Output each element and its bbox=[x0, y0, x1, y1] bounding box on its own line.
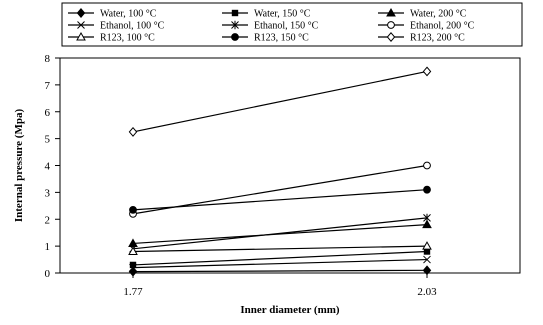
data-point bbox=[423, 255, 431, 264]
y-tick-label: 4 bbox=[45, 161, 51, 173]
series-line bbox=[132, 164, 428, 215]
series-water-200-c bbox=[128, 219, 432, 247]
y-tick-label: 3 bbox=[45, 187, 51, 199]
legend-marker bbox=[76, 8, 86, 18]
data-point bbox=[128, 266, 138, 277]
legend-item: R123, 200 °C bbox=[378, 32, 465, 44]
series-line bbox=[132, 224, 428, 245]
data-point bbox=[423, 161, 431, 170]
x-tick-label: 1.77 bbox=[123, 286, 143, 298]
series-ethanol-200-c bbox=[129, 161, 431, 218]
legend-label: Water, 100 °C bbox=[100, 9, 157, 20]
series-line bbox=[132, 70, 428, 133]
y-tick-label: 7 bbox=[45, 80, 51, 92]
legend-label: Ethanol, 200 °C bbox=[410, 21, 475, 32]
series-r123-200-c bbox=[128, 66, 432, 137]
legend-box bbox=[61, 2, 523, 47]
data-point bbox=[423, 213, 431, 223]
legend-item: Ethanol, 200 °C bbox=[378, 21, 475, 32]
series-line bbox=[132, 245, 428, 253]
legend-marker bbox=[386, 7, 396, 17]
legend-label: R123, 100 °C bbox=[100, 33, 155, 44]
data-point bbox=[128, 246, 138, 255]
legend-item: R123, 150 °C bbox=[222, 33, 309, 44]
legend-item: Water, 150 °C bbox=[222, 9, 311, 20]
series-line bbox=[132, 189, 428, 211]
y-tick-label: 2 bbox=[45, 214, 51, 226]
series-water-100-c bbox=[128, 265, 432, 277]
y-tick-label: 1 bbox=[45, 241, 51, 253]
data-point bbox=[129, 263, 137, 272]
plot-frame bbox=[59, 57, 521, 274]
y-tick-label: 0 bbox=[45, 268, 51, 280]
series-ethanol-100-c bbox=[129, 255, 431, 272]
series-water-150-c bbox=[129, 248, 431, 269]
legend-label: Ethanol, 100 °C bbox=[100, 21, 165, 32]
legend-label: Ethanol, 150 °C bbox=[254, 21, 319, 32]
legend-marker bbox=[387, 21, 395, 29]
legend-label: R123, 200 °C bbox=[410, 33, 465, 44]
legend-item: Ethanol, 100 °C bbox=[68, 21, 165, 32]
series-line bbox=[132, 269, 428, 273]
data-point bbox=[129, 205, 137, 214]
legend-item: R123, 100 °C bbox=[68, 31, 155, 44]
x-axis-title: Inner diameter (mm) bbox=[240, 304, 340, 316]
data-point bbox=[423, 185, 431, 194]
legend-marker bbox=[231, 20, 239, 30]
y-axis-title: Internal pressure (Mpa) bbox=[13, 109, 25, 223]
legend-marker bbox=[77, 21, 85, 29]
series-line bbox=[132, 250, 428, 266]
data-point bbox=[422, 265, 432, 276]
legend-marker bbox=[386, 32, 396, 42]
data-point bbox=[129, 261, 137, 269]
axes: 0 1 2 3 4 5 6 7 8 1.77 2.03 bbox=[45, 53, 521, 298]
legend-marker bbox=[231, 9, 239, 17]
legend-label: Water, 200 °C bbox=[410, 9, 467, 20]
legend-marker bbox=[231, 33, 239, 41]
series-r123-100-c bbox=[128, 241, 432, 255]
data-point bbox=[423, 248, 431, 255]
legend-item: Water, 200 °C bbox=[378, 7, 467, 20]
series-r123-150-c bbox=[129, 185, 431, 214]
y-tick-label: 6 bbox=[45, 107, 51, 119]
series-line bbox=[132, 258, 428, 269]
series-layer bbox=[128, 66, 432, 277]
series-line bbox=[132, 217, 428, 250]
x-tick-label: 2.03 bbox=[417, 286, 437, 298]
data-point bbox=[422, 219, 432, 229]
data-point bbox=[422, 66, 432, 77]
y-tick-label: 8 bbox=[45, 53, 51, 65]
y-tick-label: 5 bbox=[45, 134, 51, 146]
legend-marker bbox=[76, 31, 86, 41]
legend: Water, 100 °C Water, 150 °C Water, 200 °CE… bbox=[61, 2, 523, 47]
data-point bbox=[422, 241, 432, 250]
data-point bbox=[128, 126, 138, 137]
legend-label: Water, 150 °C bbox=[254, 9, 311, 20]
legend-label: R123, 150 °C bbox=[254, 33, 309, 44]
legend-item: Water, 100 °C bbox=[68, 8, 157, 20]
legend-item: Ethanol, 150 °C bbox=[222, 21, 319, 32]
